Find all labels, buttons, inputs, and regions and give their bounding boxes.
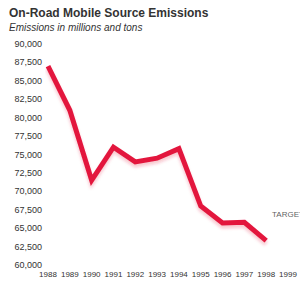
svg-text:77,500: 77,500 <box>14 131 42 141</box>
svg-text:1988: 1988 <box>39 270 57 279</box>
svg-text:1992: 1992 <box>126 270 144 279</box>
svg-text:65,000: 65,000 <box>14 223 42 233</box>
svg-text:1996: 1996 <box>214 270 232 279</box>
svg-text:1994: 1994 <box>170 270 188 279</box>
svg-text:72,500: 72,500 <box>14 168 42 178</box>
svg-text:75,000: 75,000 <box>14 150 42 160</box>
svg-text:85,000: 85,000 <box>14 76 42 86</box>
svg-text:TARGET: TARGET <box>272 210 300 219</box>
svg-text:82,500: 82,500 <box>14 94 42 104</box>
svg-text:1989: 1989 <box>61 270 79 279</box>
svg-text:60,000: 60,000 <box>14 260 42 270</box>
svg-text:70,000: 70,000 <box>14 186 42 196</box>
svg-text:1993: 1993 <box>148 270 166 279</box>
svg-text:80,000: 80,000 <box>14 113 42 123</box>
svg-text:1997: 1997 <box>235 270 253 279</box>
svg-text:90,000: 90,000 <box>14 39 42 49</box>
svg-text:On-Road Mobile Source Emission: On-Road Mobile Source Emissions <box>9 6 209 20</box>
svg-text:67,500: 67,500 <box>14 205 42 215</box>
svg-text:1998: 1998 <box>257 270 275 279</box>
svg-text:1995: 1995 <box>192 270 210 279</box>
svg-text:87,500: 87,500 <box>14 57 42 67</box>
svg-text:1999: 1999 <box>279 270 297 279</box>
svg-text:62,500: 62,500 <box>14 242 42 252</box>
svg-text:Emissions in millions and tons: Emissions in millions and tons <box>9 22 142 33</box>
svg-text:1990: 1990 <box>83 270 101 279</box>
svg-text:1991: 1991 <box>105 270 123 279</box>
